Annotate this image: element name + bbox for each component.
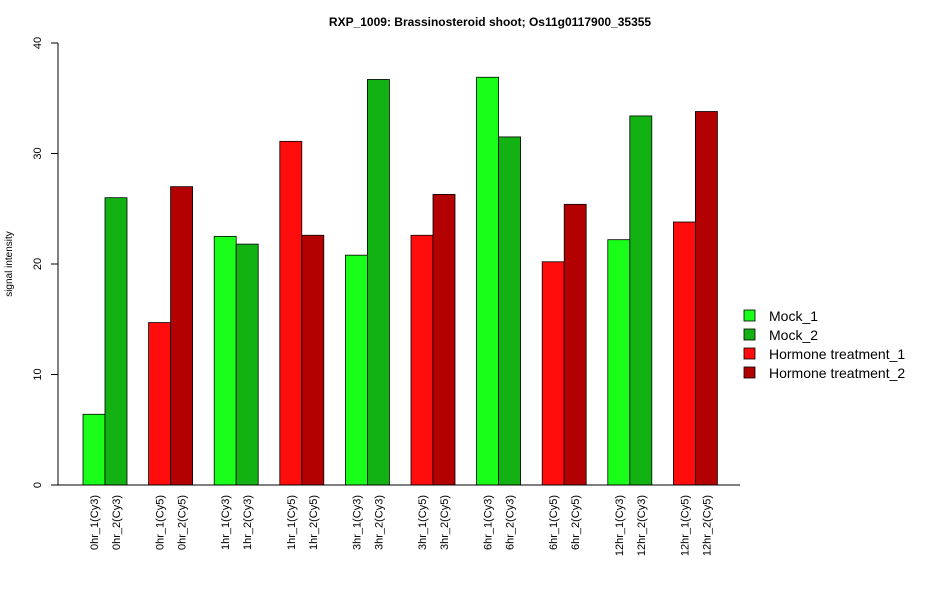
bar-0hr_2(Cy3) [104, 197, 128, 486]
x-tick-label-0hr_1(Cy3): 0hr_1(Cy3) [89, 495, 101, 550]
bar-6hr_2(Cy3) [498, 136, 522, 486]
bar-3hr_2(Cy5) [432, 193, 456, 486]
bar-0hr_1(Cy3) [82, 413, 106, 486]
bar-3hr_1(Cy3) [344, 254, 368, 486]
y-tick-label-0: 0 [32, 482, 44, 488]
legend-label-3: Hormone treatment_2 [769, 365, 905, 381]
x-tick-label-0hr_1(Cy5): 0hr_1(Cy5) [155, 495, 167, 550]
x-tick-label-1hr_1(Cy3): 1hr_1(Cy3) [220, 495, 232, 550]
bar-3hr_2(Cy3) [366, 79, 390, 486]
legend-label-2: Hormone treatment_1 [769, 346, 905, 362]
y-tick-label-1: 10 [32, 368, 44, 380]
bar-12hr_1(Cy3) [607, 239, 631, 486]
y-axis-label: signal intensity [4, 231, 15, 297]
bar-1hr_1(Cy5) [279, 140, 303, 486]
x-tick-label-12hr_1(Cy3): 12hr_1(Cy3) [614, 495, 626, 556]
bars [82, 76, 718, 486]
bar-6hr_1(Cy5) [541, 261, 565, 486]
x-tick-label-3hr_2(Cy5): 3hr_2(Cy5) [439, 495, 451, 550]
x-tick-label-6hr_2(Cy3): 6hr_2(Cy3) [505, 495, 517, 550]
bar-6hr_2(Cy5) [563, 203, 587, 486]
bar-6hr_1(Cy3) [476, 76, 500, 486]
x-tick-label-6hr_1(Cy3): 6hr_1(Cy3) [483, 495, 495, 550]
legend-swatch-2 [743, 347, 756, 360]
bar-3hr_1(Cy5) [410, 234, 434, 486]
legend-swatch-0 [743, 309, 756, 322]
x-tick-label-3hr_2(Cy3): 3hr_2(Cy3) [373, 495, 385, 550]
y-tick-label-2: 20 [32, 258, 44, 270]
x-tick-label-12hr_2(Cy5): 12hr_2(Cy5) [701, 495, 713, 556]
bar-0hr_1(Cy5) [148, 322, 172, 486]
x-tick-label-3hr_1(Cy3): 3hr_1(Cy3) [351, 495, 363, 550]
x-tick-label-0hr_2(Cy3): 0hr_2(Cy3) [111, 495, 123, 550]
bar-1hr_1(Cy3) [213, 235, 237, 486]
x-axis: 0hr_1(Cy3) 0hr_2(Cy3) 0hr_1(Cy5) 0hr_2(Cy5)… [58, 484, 740, 556]
x-tick-label-6hr_1(Cy5): 6hr_1(Cy5) [548, 495, 560, 550]
chart-title: RXP_1009: Brassinosteroid shoot; Os11g01… [329, 15, 652, 29]
x-tick-label-1hr_2(Cy3): 1hr_2(Cy3) [242, 495, 254, 550]
x-tick-label-1hr_2(Cy5): 1hr_2(Cy5) [308, 495, 320, 550]
legend: Mock_1 Mock_2 Hormone treatment_1 Hormone t… [743, 308, 905, 381]
bar-0hr_2(Cy5) [170, 186, 194, 486]
legend-label-1: Mock_2 [769, 327, 818, 343]
x-tick-label-12hr_1(Cy5): 12hr_1(Cy5) [679, 495, 691, 556]
y-tick-label-4: 40 [32, 37, 44, 49]
x-tick-label-12hr_2(Cy3): 12hr_2(Cy3) [636, 495, 648, 556]
bar-12hr_1(Cy5) [673, 221, 696, 486]
x-tick-label-0hr_2(Cy5): 0hr_2(Cy5) [177, 495, 189, 550]
y-tick-label-3: 30 [32, 147, 44, 159]
bar-12hr_2(Cy3) [629, 115, 653, 486]
legend-swatch-1 [743, 328, 756, 341]
x-tick-label-6hr_2(Cy5): 6hr_2(Cy5) [570, 495, 582, 550]
legend-label-0: Mock_1 [769, 308, 818, 324]
y-axis: 0 10 20 30 40 [32, 37, 59, 488]
x-tick-label-1hr_1(Cy5): 1hr_1(Cy5) [286, 495, 298, 550]
bar-1hr_2(Cy3) [235, 243, 259, 486]
bar-12hr_2(Cy5) [695, 111, 718, 486]
legend-swatch-3 [743, 366, 756, 379]
bar-1hr_2(Cy5) [301, 234, 325, 486]
x-tick-label-3hr_1(Cy5): 3hr_1(Cy5) [417, 495, 429, 550]
